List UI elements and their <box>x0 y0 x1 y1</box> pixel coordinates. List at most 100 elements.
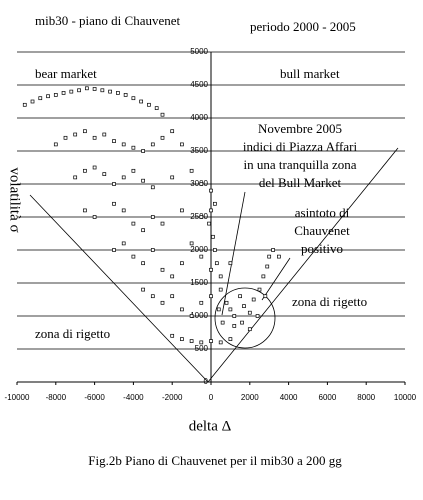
point <box>213 248 217 252</box>
point <box>112 201 116 206</box>
point <box>112 182 116 186</box>
point <box>84 86 89 91</box>
point <box>247 327 252 332</box>
point <box>92 87 97 91</box>
x-tick-label: 4000 <box>280 393 298 402</box>
annotation: indici di Piazza Affari <box>243 139 358 154</box>
point <box>69 89 74 94</box>
point <box>199 254 204 259</box>
point <box>213 201 217 206</box>
point <box>224 300 229 305</box>
point <box>102 132 107 137</box>
point <box>199 340 204 345</box>
point <box>199 182 204 186</box>
point <box>38 96 43 101</box>
point <box>22 102 27 107</box>
point <box>131 254 136 259</box>
point <box>121 142 126 147</box>
y-tick-label: 3000 <box>190 179 208 188</box>
point <box>112 248 116 252</box>
point <box>154 106 159 110</box>
point <box>160 221 165 226</box>
y-tick-label: 2000 <box>190 245 208 254</box>
point <box>141 228 145 233</box>
point <box>170 129 175 134</box>
x-tick-label: 0 <box>209 393 214 402</box>
highlight-circle <box>214 287 276 349</box>
annotation: positivo <box>301 241 343 256</box>
point <box>228 307 233 312</box>
point <box>257 287 262 292</box>
point <box>131 221 136 226</box>
point <box>141 261 145 266</box>
point <box>123 93 128 97</box>
point <box>211 234 215 239</box>
x-tick-label: -4000 <box>123 393 144 402</box>
annotation: asintoto di <box>295 205 350 220</box>
point <box>102 172 107 176</box>
point <box>92 165 97 170</box>
point <box>170 274 175 279</box>
point <box>263 294 268 299</box>
point <box>209 339 213 343</box>
point <box>199 215 204 219</box>
asymptote-line <box>29 194 209 383</box>
point <box>53 142 58 147</box>
annotation: bear market <box>35 66 97 81</box>
point <box>63 135 68 140</box>
chart-subtitle: periodo 2000 - 2005 <box>250 19 356 34</box>
y-axis-label: volatilità σ <box>7 167 23 232</box>
point <box>180 208 184 213</box>
point <box>92 135 97 140</box>
point <box>180 337 184 341</box>
point <box>170 294 175 299</box>
point <box>218 340 223 345</box>
point <box>189 168 194 173</box>
chart-title: mib30 - piano di Chauvenet <box>35 13 181 28</box>
point <box>199 300 204 305</box>
point <box>209 208 213 213</box>
point <box>53 93 58 97</box>
point <box>214 261 219 266</box>
point <box>83 208 87 213</box>
point <box>261 274 266 279</box>
pointer-line <box>261 257 291 301</box>
point <box>240 320 244 325</box>
annotation: in una tranquilla zona <box>244 157 357 172</box>
point <box>139 99 144 104</box>
point <box>271 248 275 252</box>
point <box>232 324 237 328</box>
point <box>83 129 87 134</box>
x-tick-label: 10000 <box>394 393 417 402</box>
point <box>189 314 194 318</box>
point <box>150 294 155 299</box>
point <box>247 310 252 315</box>
annotation: del Bull Market <box>259 175 342 190</box>
point <box>30 99 35 104</box>
point <box>189 339 194 343</box>
point <box>147 102 151 107</box>
point <box>170 175 175 180</box>
point <box>180 261 184 266</box>
point <box>228 261 233 266</box>
point <box>218 287 223 292</box>
y-tick-label: 2500 <box>190 212 208 221</box>
point <box>228 337 233 341</box>
point <box>131 168 136 173</box>
point <box>112 139 116 143</box>
point <box>150 185 155 190</box>
point <box>141 178 145 183</box>
x-tick-label: 8000 <box>357 393 375 402</box>
y-tick-label: 1500 <box>190 278 208 287</box>
point <box>131 145 136 150</box>
y-tick-label: 4000 <box>190 113 208 122</box>
point <box>238 294 242 299</box>
point <box>121 175 126 180</box>
point <box>116 91 120 95</box>
point <box>141 287 145 292</box>
asymptote-line <box>207 147 399 383</box>
point <box>141 149 145 153</box>
point <box>218 274 223 279</box>
annotation: Chauvenet <box>294 223 350 238</box>
point <box>232 314 237 318</box>
